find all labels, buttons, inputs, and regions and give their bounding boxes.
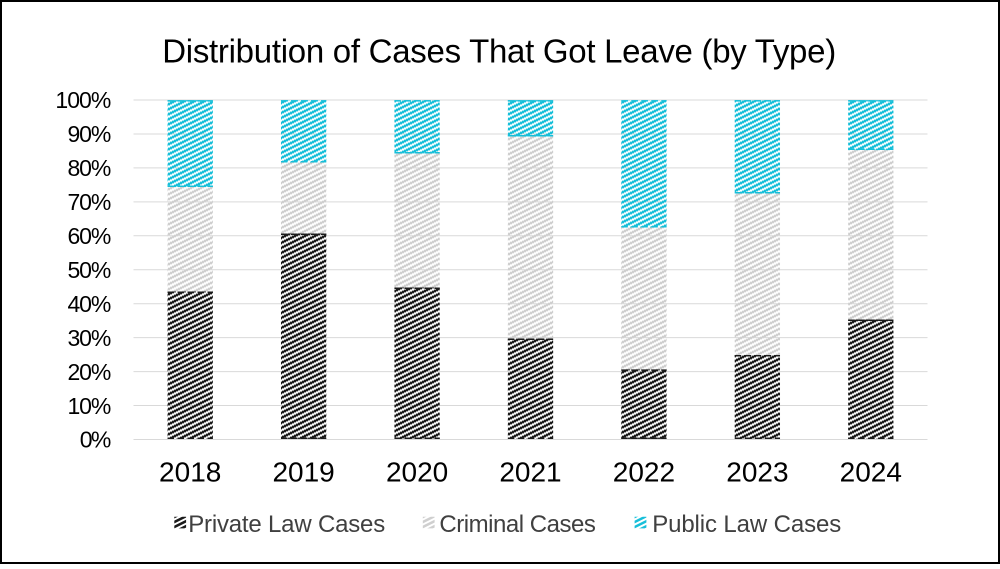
svg-text:100%: 100%: [55, 87, 111, 113]
svg-text:2020: 2020: [386, 457, 448, 488]
svg-text:Distribution of Cases That Got: Distribution of Cases That Got Leave (by…: [162, 33, 836, 70]
svg-text:2019: 2019: [272, 457, 334, 488]
svg-text:Criminal Cases: Criminal Cases: [439, 511, 596, 538]
svg-text:2022: 2022: [613, 457, 675, 488]
svg-text:70%: 70%: [68, 189, 112, 215]
svg-text:0%: 0%: [80, 427, 112, 453]
svg-text:50%: 50%: [68, 257, 112, 283]
svg-text:2018: 2018: [159, 457, 221, 488]
svg-text:2023: 2023: [726, 457, 788, 488]
svg-text:2021: 2021: [499, 457, 561, 488]
svg-text:40%: 40%: [68, 291, 112, 317]
svg-text:60%: 60%: [68, 223, 112, 249]
svg-text:30%: 30%: [68, 325, 112, 351]
svg-text:2024: 2024: [840, 457, 902, 488]
svg-text:20%: 20%: [68, 359, 112, 385]
svg-text:Public Law Cases: Public Law Cases: [652, 511, 841, 538]
svg-text:90%: 90%: [68, 121, 112, 147]
svg-text:80%: 80%: [68, 155, 112, 181]
svg-text:10%: 10%: [68, 393, 112, 419]
svg-text:Private Law Cases: Private Law Cases: [188, 511, 385, 538]
